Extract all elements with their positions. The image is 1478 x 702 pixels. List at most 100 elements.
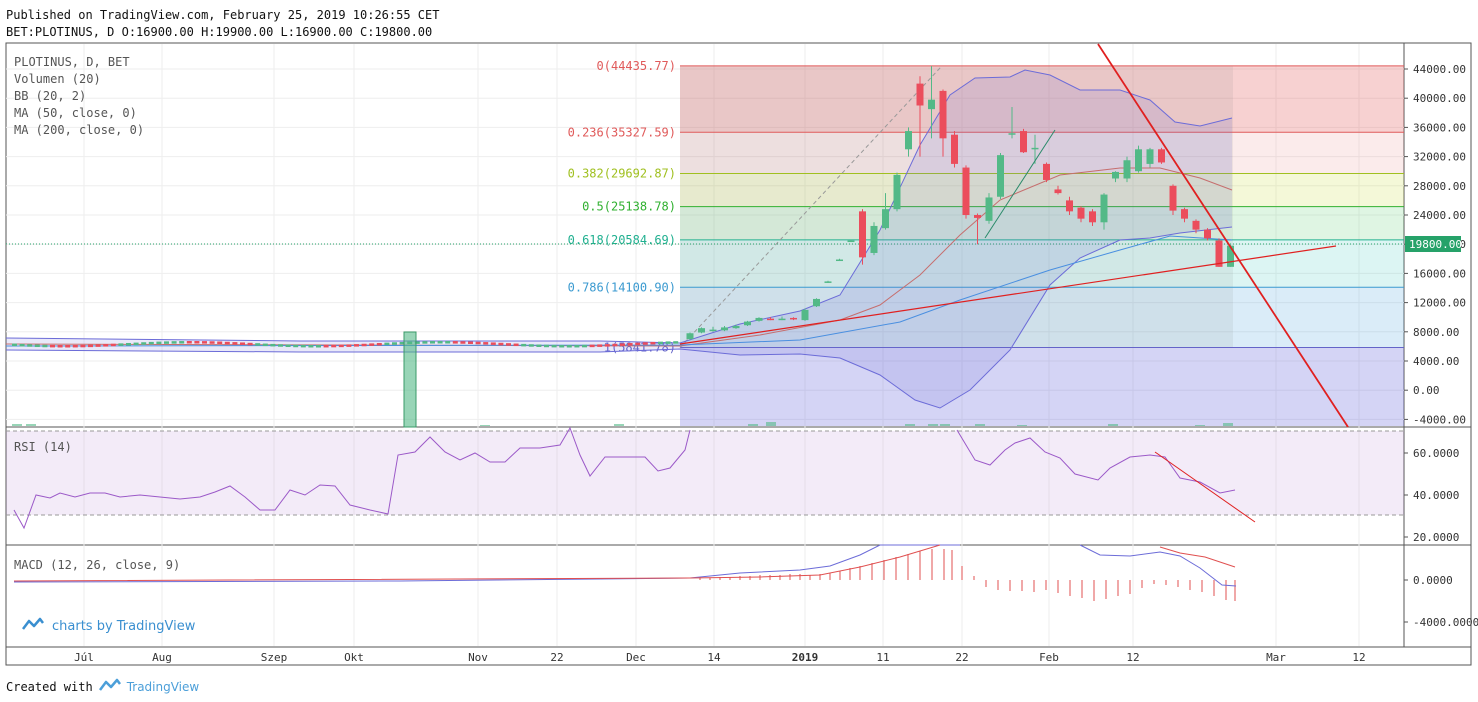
candle — [475, 341, 481, 345]
candle — [1146, 149, 1154, 164]
candle — [1123, 160, 1131, 179]
moving-averages — [5, 167, 1233, 347]
candle — [224, 341, 230, 345]
rsi-tick-label: 20.0000 — [1413, 531, 1459, 544]
candle — [612, 343, 618, 347]
rsi-pane: 60.0000 40.0000 20.0000 — [6, 426, 1459, 544]
signal-line — [1159, 546, 1236, 568]
candle — [490, 342, 496, 345]
candle — [430, 341, 435, 344]
candle — [870, 225, 878, 253]
candle — [506, 343, 511, 346]
trend-lines[interactable] — [679, 43, 1349, 428]
candle — [1227, 245, 1234, 267]
candle — [95, 344, 101, 347]
volume-bar — [480, 425, 490, 426]
candle — [1043, 163, 1050, 180]
candle — [65, 344, 71, 348]
tradingview-logo-icon — [98, 678, 121, 695]
price-tick-label: -4000.00 — [1413, 413, 1466, 426]
fib-zone — [680, 173, 1404, 207]
candle — [331, 344, 337, 348]
fib-level-label: 0.382(29692.87) — [568, 166, 676, 180]
macd-line — [1079, 544, 1237, 587]
signal-line — [13, 544, 941, 582]
bb-lower — [5, 226, 1233, 409]
time-tick-label: Nov — [468, 651, 488, 664]
candle — [316, 344, 321, 348]
fib-zone — [680, 132, 1404, 174]
candle — [323, 344, 329, 348]
candle — [194, 341, 200, 344]
rsi-line — [956, 429, 1236, 494]
candle — [12, 343, 17, 347]
candle — [1192, 220, 1200, 230]
candle — [19, 343, 25, 347]
time-tick-label: 12 — [1352, 651, 1365, 664]
candle — [34, 344, 40, 348]
candle — [997, 155, 1004, 197]
candle — [559, 344, 565, 348]
price-tick-label: 0.00 — [1413, 384, 1440, 397]
support-trendline — [679, 245, 1337, 345]
last-price-label: 19800.00 — [1409, 238, 1462, 251]
candle — [262, 343, 268, 347]
price-tick-label: 4000.00 — [1413, 355, 1459, 368]
volume-bar — [975, 424, 985, 426]
candle — [308, 344, 314, 348]
candle — [232, 342, 238, 345]
rsi-legend: RSI (14) — [14, 440, 72, 454]
candle — [1135, 149, 1142, 172]
fibonacci-retracement[interactable]: 0(44435.77) 0.236(35327.59) 0.382(29692.87… — [6, 59, 1404, 426]
candle — [148, 341, 154, 345]
fib-level-label: 0.236(35327.59) — [568, 125, 676, 139]
candle — [635, 342, 641, 346]
time-tick-label: Aug — [152, 651, 172, 664]
candle — [50, 344, 55, 348]
time-tick-label: 11 — [876, 651, 889, 664]
candle — [42, 344, 48, 348]
candle — [1077, 207, 1085, 219]
price-tick-label: 16000.00 — [1413, 267, 1466, 280]
candle — [171, 341, 177, 344]
candle — [186, 341, 192, 344]
candle — [589, 344, 595, 348]
time-tick-label: Júl — [74, 651, 94, 664]
candle — [1204, 229, 1211, 239]
main-pane-frame — [5, 42, 1472, 666]
candle — [156, 341, 162, 345]
candle — [1008, 133, 1016, 135]
candle — [544, 344, 549, 348]
candle — [686, 333, 694, 340]
candle — [414, 341, 420, 344]
tradingview-watermark[interactable]: charts by TradingView — [22, 617, 195, 635]
candle — [767, 318, 774, 321]
candle — [270, 343, 276, 347]
candle — [813, 298, 820, 307]
candle — [673, 341, 679, 344]
footer-brand[interactable]: TradingView — [126, 679, 200, 694]
candle — [1100, 194, 1108, 223]
candle — [521, 343, 527, 347]
candle — [574, 344, 580, 348]
header-published: Published on TradingView.com, February 2… — [6, 8, 440, 22]
rsi-band — [6, 431, 1404, 515]
time-tick-label: 22 — [955, 651, 968, 664]
candle — [905, 131, 912, 150]
fan-line — [984, 129, 1056, 239]
candle — [551, 344, 557, 348]
candle — [483, 342, 489, 345]
last-price-badge — [1405, 236, 1461, 252]
candle — [620, 343, 625, 346]
candle — [604, 344, 610, 347]
volume-bars — [12, 331, 1233, 428]
candle — [597, 344, 603, 347]
candle — [732, 325, 740, 329]
candle — [642, 342, 648, 345]
candle — [118, 343, 124, 346]
price-tick-label: 36000.00 — [1413, 121, 1466, 134]
candle — [164, 341, 169, 344]
candle — [1066, 200, 1073, 212]
price-tick-label: 40000.00 — [1413, 92, 1466, 105]
